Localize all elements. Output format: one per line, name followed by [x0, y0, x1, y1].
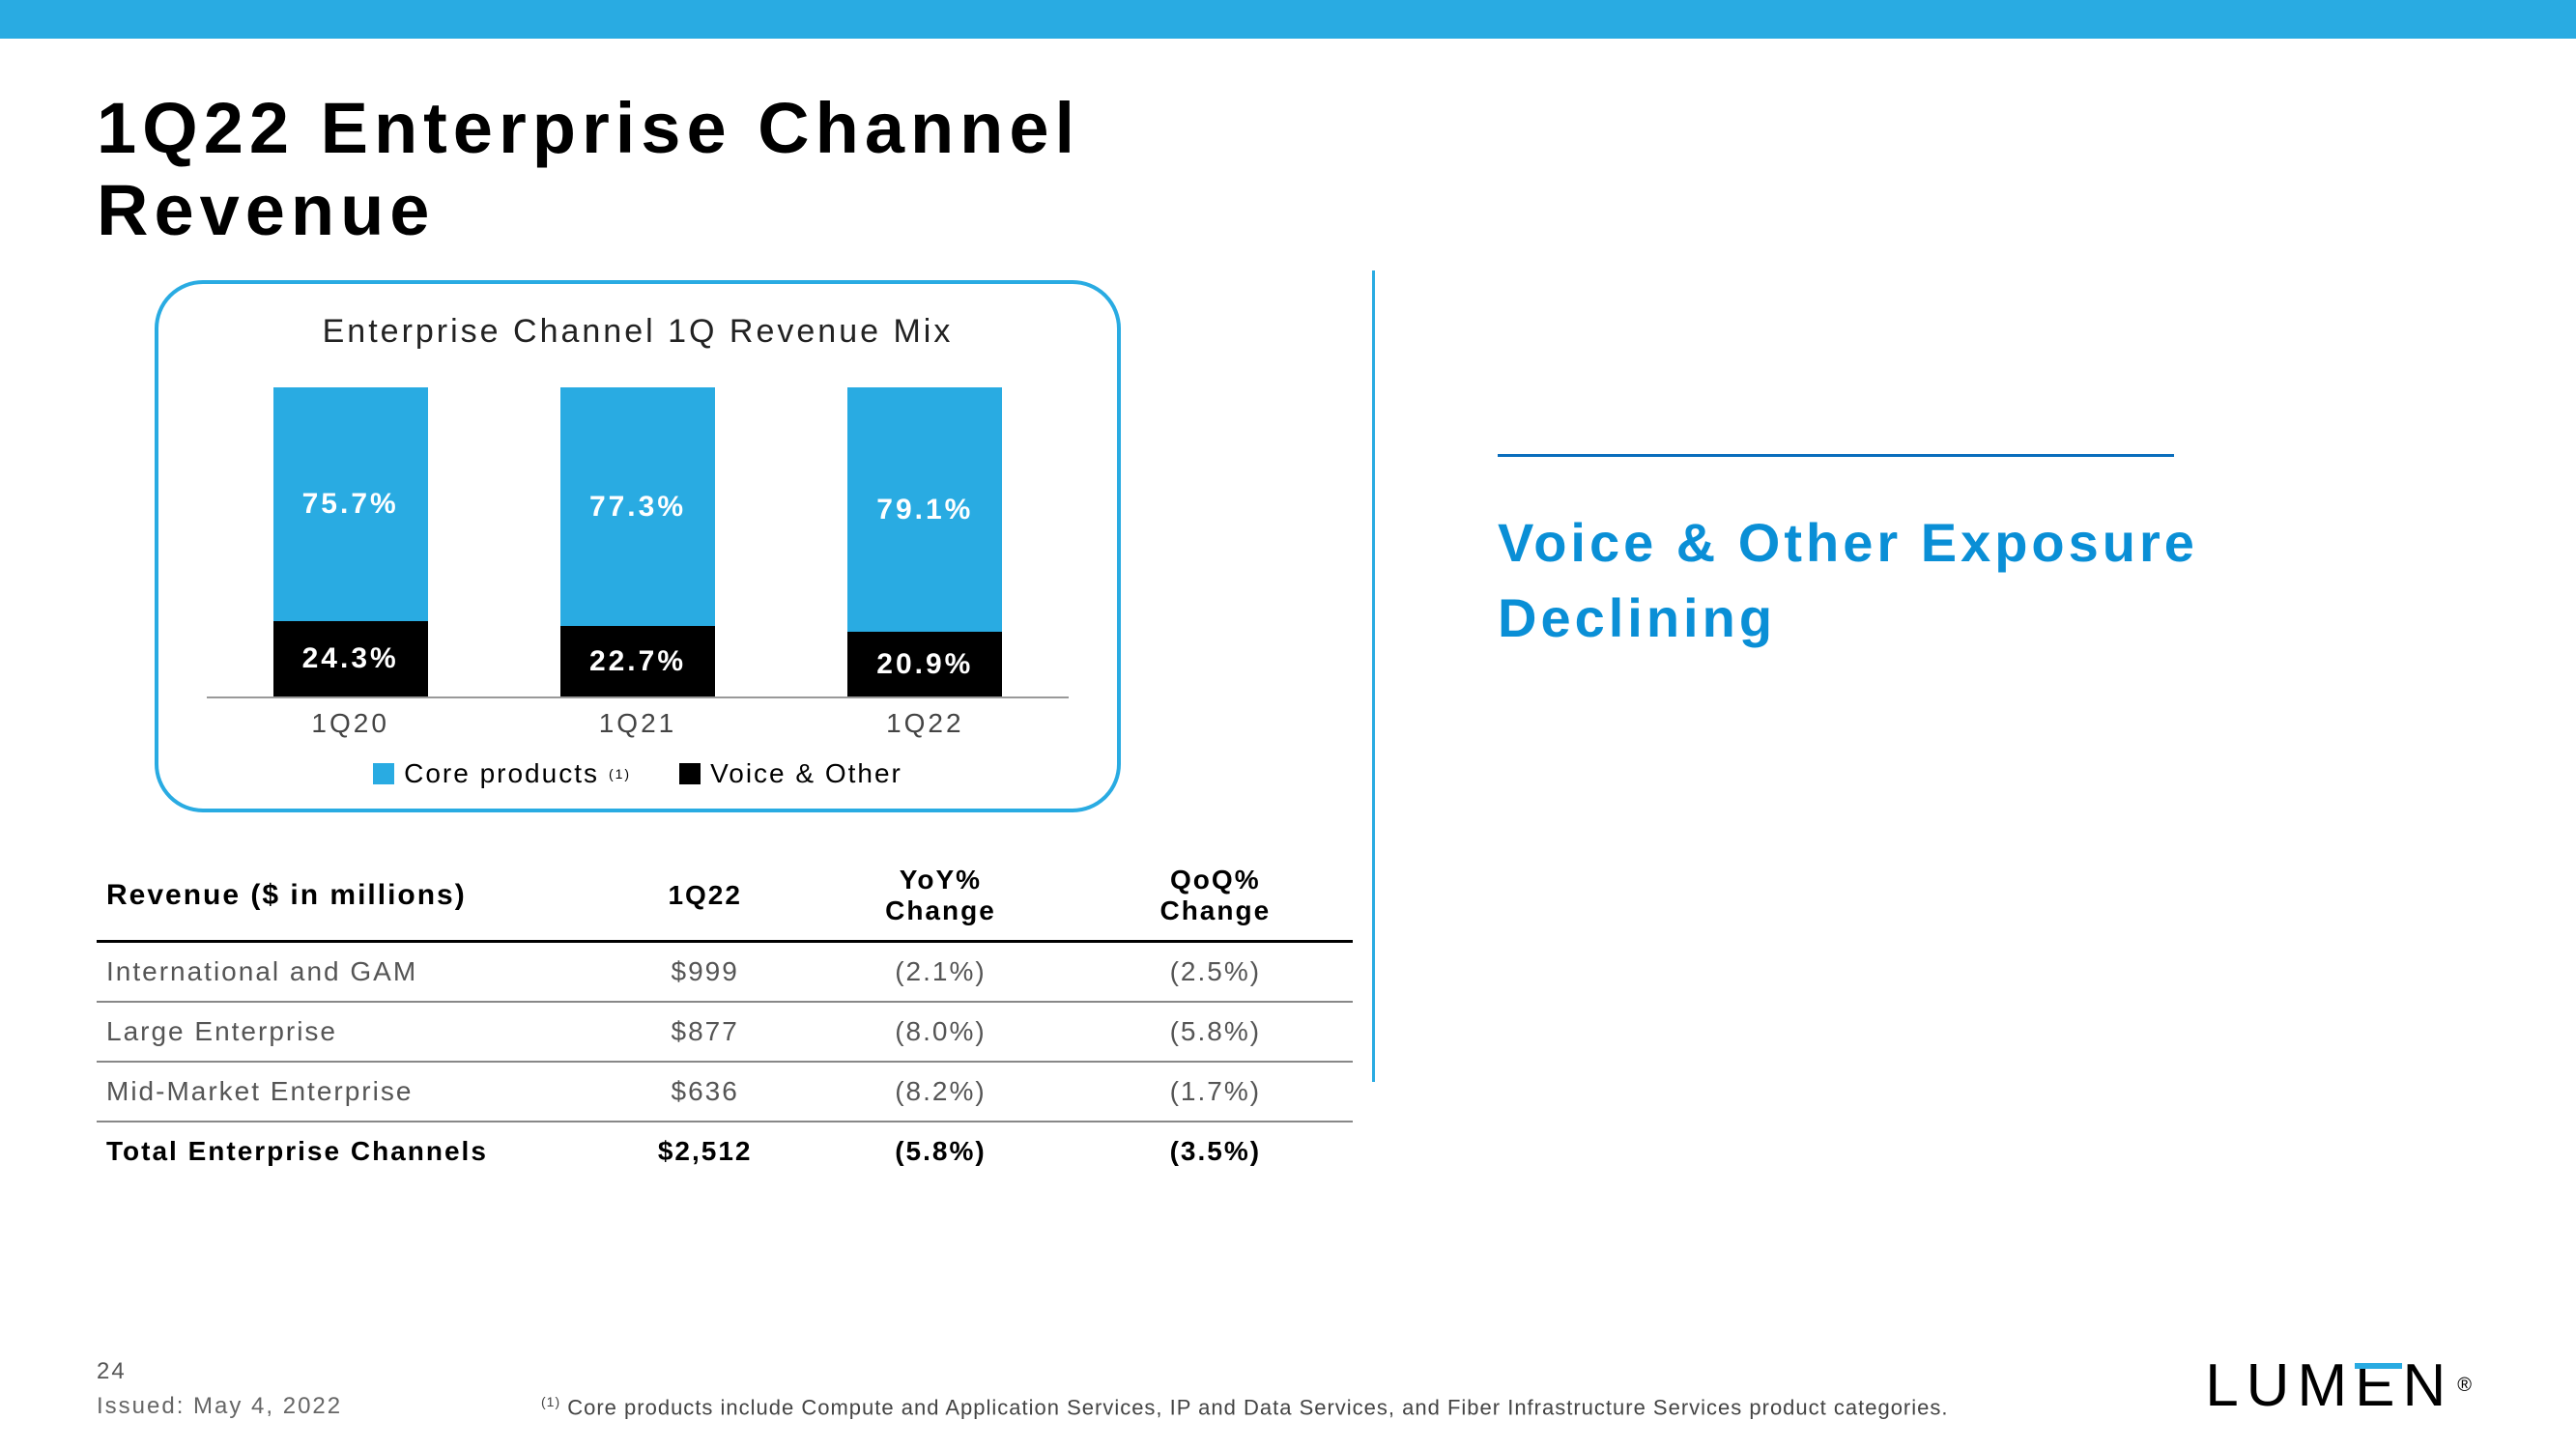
footer-left: 24 Issued: May 4, 2022 — [97, 1358, 342, 1420]
table-cell: (5.8%) — [803, 1122, 1077, 1180]
revenue-table: Revenue ($ in millions)1Q22YoY%ChangeQoQ… — [97, 851, 1353, 1180]
table-row: Mid-Market Enterprise$636(8.2%)(1.7%) — [97, 1062, 1353, 1122]
table-cell: (3.5%) — [1078, 1122, 1353, 1180]
bar-group: 77.3%22.7% — [551, 387, 725, 696]
right-column: Voice & Other Exposure Declining — [1372, 87, 2479, 1410]
top-accent-bar — [0, 0, 2576, 39]
legend-label: Core products — [404, 758, 599, 789]
bar-group: 75.7%24.3% — [264, 387, 438, 696]
table-cell: (5.8%) — [1078, 1002, 1353, 1062]
legend-swatch — [373, 763, 394, 784]
bar-stack: 79.1%20.9% — [847, 387, 1002, 696]
bar-group: 79.1%20.9% — [838, 387, 1012, 696]
table-header-cell: QoQ%Change — [1078, 851, 1353, 942]
table-cell: (8.0%) — [803, 1002, 1077, 1062]
lumen-logo: LUMEN® — [2205, 1351, 2479, 1420]
bar-segment: 22.7% — [560, 626, 715, 696]
table-cell: Total Enterprise Channels — [97, 1122, 607, 1180]
table-cell: (1.7%) — [1078, 1062, 1353, 1122]
legend-footnote-sup: (1) — [609, 766, 631, 781]
legend-item: Voice & Other — [679, 758, 902, 789]
legend-item: Core products (1) — [373, 758, 631, 789]
table-cell: $2,512 — [607, 1122, 803, 1180]
bar-segment: 20.9% — [847, 632, 1002, 696]
x-axis-label: 1Q22 — [838, 708, 1012, 739]
revenue-mix-chart: Enterprise Channel 1Q Revenue Mix 75.7%2… — [155, 280, 1121, 812]
highlight-text: Voice & Other Exposure Declining — [1498, 505, 2479, 657]
table-cell: International and GAM — [97, 942, 607, 1003]
bar-segment: 79.1% — [847, 387, 1002, 632]
table-cell: $877 — [607, 1002, 803, 1062]
table-cell: Mid-Market Enterprise — [97, 1062, 607, 1122]
table-cell: Large Enterprise — [97, 1002, 607, 1062]
table-body: International and GAM$999(2.1%)(2.5%)Lar… — [97, 942, 1353, 1181]
slide-body: 1Q22 Enterprise Channel Revenue Enterpri… — [0, 39, 2576, 1449]
page-title: 1Q22 Enterprise Channel Revenue — [97, 87, 1372, 251]
bar-stack: 77.3%22.7% — [560, 387, 715, 696]
x-axis-label: 1Q20 — [264, 708, 438, 739]
table-row: International and GAM$999(2.1%)(2.5%) — [97, 942, 1353, 1003]
chart-legend: Core products (1) Voice & Other — [207, 758, 1069, 789]
table-cell: (2.5%) — [1078, 942, 1353, 1003]
table-header-cell: 1Q22 — [607, 851, 803, 942]
highlight-rule — [1498, 454, 2174, 457]
issued-date: Issued: May 4, 2022 — [97, 1393, 342, 1419]
table-total-row: Total Enterprise Channels$2,512(5.8%)(3.… — [97, 1122, 1353, 1180]
bar-stack: 75.7%24.3% — [273, 387, 428, 696]
footnote-sup: (1) — [541, 1394, 560, 1409]
table-cell: $999 — [607, 942, 803, 1003]
chart-title: Enterprise Channel 1Q Revenue Mix — [207, 313, 1069, 351]
bar-segment: 75.7% — [273, 387, 428, 621]
table-header-cell: Revenue ($ in millions) — [97, 851, 607, 942]
bar-segment: 77.3% — [560, 387, 715, 626]
bar-segment: 24.3% — [273, 621, 428, 696]
table-cell: (2.1%) — [803, 942, 1077, 1003]
table-row: Large Enterprise$877(8.0%)(5.8%) — [97, 1002, 1353, 1062]
chart-plot-area: 75.7%24.3% 77.3%22.7% 79.1%20.9% — [207, 370, 1069, 698]
vertical-divider — [1372, 270, 1375, 1082]
page-number: 24 — [97, 1358, 342, 1385]
table-cell: (8.2%) — [803, 1062, 1077, 1122]
table-cell: $636 — [607, 1062, 803, 1122]
footnote-text: Core products include Compute and Applic… — [560, 1395, 1948, 1419]
footnote: (1) Core products include Compute and Ap… — [541, 1394, 1949, 1420]
legend-label: Voice & Other — [710, 758, 902, 789]
table-header-cell: YoY%Change — [803, 851, 1077, 942]
table-header-row: Revenue ($ in millions)1Q22YoY%ChangeQoQ… — [97, 851, 1353, 942]
left-column: 1Q22 Enterprise Channel Revenue Enterpri… — [97, 87, 1372, 1410]
chart-x-labels: 1Q20 1Q21 1Q22 — [207, 708, 1069, 739]
x-axis-label: 1Q21 — [551, 708, 725, 739]
legend-swatch — [679, 763, 701, 784]
